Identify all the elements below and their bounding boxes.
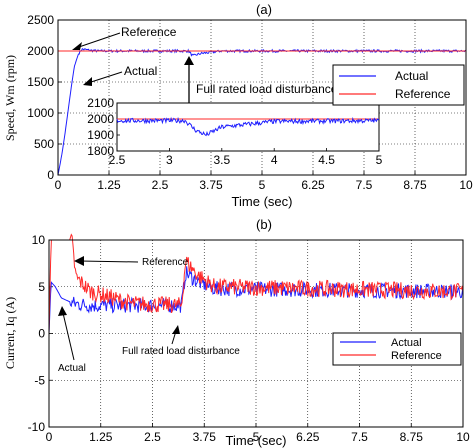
y-tick-label: 0 <box>47 168 54 182</box>
inset-y-tick-label: 1800 <box>87 144 114 158</box>
y-tick-label: 1000 <box>27 106 54 120</box>
panel-b-x-ticks: 0 1.25 2.5 3.75 5 6.25 7.5 8.75 10 <box>46 430 470 444</box>
inset-y-tick-label: 2000 <box>87 112 114 126</box>
y-tick-label: 10 <box>32 233 46 247</box>
x-tick-label: 1.25 <box>89 430 113 444</box>
panel-b-annotations: Reference Actual Full rated load disturb… <box>58 256 240 374</box>
x-tick-label: 2.5 <box>144 430 161 444</box>
panel-a-lines <box>57 47 467 176</box>
panel-a-label: (a) <box>256 2 272 17</box>
panel-b-lines <box>48 233 464 334</box>
annotation-load-disturbance: Full rated load disturbance <box>196 82 338 96</box>
y-tick-label: -5 <box>34 373 45 387</box>
legend-a-actual: Actual <box>395 69 428 83</box>
panel-a-y-axis-label: Speed, Wm (rpm) <box>3 55 17 141</box>
x-tick-label: 10 <box>456 430 470 444</box>
panel-b: (b) 0 1.25 2.5 3.75 5 6.25 7.5 8.75 10 -10 -5 0 5 10… <box>3 217 470 448</box>
inset-x-tick-label: 4.5 <box>318 153 335 167</box>
y-tick-label: -10 <box>28 420 46 434</box>
series-b-reference-line <box>48 233 464 334</box>
x-tick-label: 0 <box>46 430 53 444</box>
panel-a-x-axis-label: Time (sec) <box>232 194 293 209</box>
inset-x-tick-label: 2.5 <box>109 153 126 167</box>
y-tick-label: 1500 <box>27 75 54 89</box>
x-tick-label: 6.25 <box>296 430 320 444</box>
inset-actual-line <box>116 116 380 137</box>
panel-b-legend: Actual Reference <box>332 332 462 366</box>
x-tick-label: 7.5 <box>351 430 368 444</box>
inset-x-ticks: 2.5 3 3.5 4 4.5 5 <box>109 153 383 167</box>
y-tick-label: 0 <box>38 327 45 341</box>
panel-a: (a) 0 1.25 2.5 3.75 5 6.25 7.5 8.75 10 0 500 1000 1… <box>3 2 473 209</box>
panel-a-inset: 2.5 3 3.5 4 4.5 5 2100 2000 1900 1800 <box>87 96 382 167</box>
x-tick-label: 3.75 <box>193 430 217 444</box>
panel-a-annotations: Reference Actual Full rated load disturb… <box>72 25 338 123</box>
panel-b-frame <box>48 239 464 428</box>
inset-y-tick-label: 2100 <box>87 96 114 110</box>
y-tick-label: 2500 <box>27 13 54 27</box>
inset-x-tick-label: 5 <box>376 153 383 167</box>
x-tick-label: 0 <box>55 178 62 192</box>
inset-x-tick-label: 3 <box>166 153 173 167</box>
inset-y-tick-label: 1900 <box>87 128 114 142</box>
panel-a-legend: Actual Reference <box>332 64 465 106</box>
x-tick-label: 8.75 <box>403 178 427 192</box>
x-tick-label: 6.25 <box>301 178 325 192</box>
x-tick-label: 5 <box>259 178 266 192</box>
legend-b-actual: Actual <box>391 337 422 349</box>
x-tick-label: 10 <box>459 178 473 192</box>
panel-a-frame <box>57 19 467 176</box>
inset-x-tick-label: 4 <box>271 153 278 167</box>
x-tick-label: 2.5 <box>152 178 169 192</box>
inset-y-ticks: 2100 2000 1900 1800 <box>87 96 114 158</box>
annotation-b-actual: Actual <box>58 363 86 374</box>
annotation-reference: Reference <box>121 25 177 39</box>
x-tick-label: 5 <box>253 430 260 444</box>
legend-b-reference: Reference <box>391 350 442 362</box>
x-tick-label: 7.5 <box>356 178 373 192</box>
panel-b-label: (b) <box>256 217 272 232</box>
y-tick-label: 500 <box>34 137 54 151</box>
panel-b-y-axis-label: Current, Iq (A) <box>3 297 17 369</box>
panel-a-x-ticks: 0 1.25 2.5 3.75 5 6.25 7.5 8.75 10 <box>55 178 473 192</box>
legend-a-reference: Reference <box>395 87 451 101</box>
panel-a-y-ticks: 0 500 1000 1500 2000 2500 <box>27 13 54 182</box>
annotation-b-load-disturbance: Full rated load disturbance <box>122 346 240 357</box>
y-tick-label: 5 <box>38 280 45 294</box>
panel-b-y-ticks: -10 -5 0 5 10 <box>28 233 46 434</box>
x-tick-label: 8.75 <box>400 430 424 444</box>
y-tick-label: 2000 <box>27 44 54 58</box>
annotation-actual: Actual <box>124 64 157 78</box>
panel-b-x-axis-label: Time (sec) <box>226 433 287 448</box>
x-tick-label: 1.25 <box>97 178 121 192</box>
x-tick-label: 3.75 <box>199 178 223 192</box>
inset-x-tick-label: 3.5 <box>213 153 230 167</box>
annotation-b-reference: Reference <box>142 257 189 268</box>
